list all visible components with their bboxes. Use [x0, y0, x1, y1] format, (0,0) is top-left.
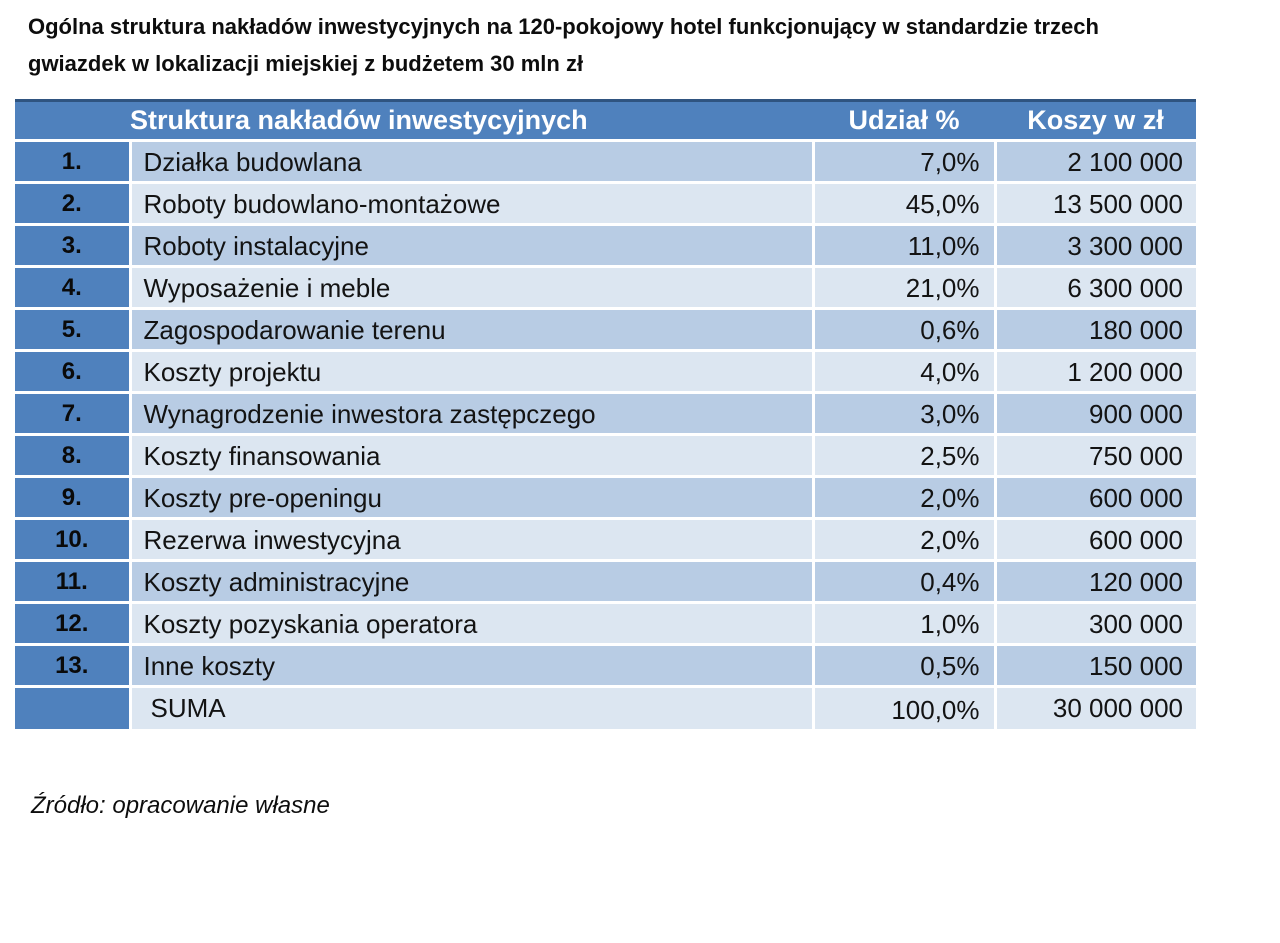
header-cell-structure: Struktura nakładów inwestycyjnych: [130, 99, 813, 141]
row-cost-cell: 2 100 000: [993, 139, 1196, 183]
table-row: 3. Roboty instalacyjne 11,0% 3 300 000: [15, 223, 1196, 267]
row-number-cell: 2.: [15, 181, 130, 225]
page-title: Ogólna struktura nakładów inwestycyjnych…: [28, 8, 1099, 82]
table-header-row: Struktura nakładów inwestycyjnych Udział…: [15, 99, 1196, 141]
page-title-line-2: gwiazdek w lokalizacji miejskiej z budże…: [28, 51, 584, 76]
row-name-cell: Koszty finansowania: [128, 433, 813, 477]
row-name-cell: Wyposażenie i meble: [128, 265, 813, 309]
row-share-cell: 2,0%: [811, 475, 995, 519]
row-name-cell: SUMA: [128, 685, 813, 729]
row-name-cell: Koszty administracyjne: [128, 559, 813, 603]
investment-structure-table: Struktura nakładów inwestycyjnych Udział…: [15, 99, 1196, 729]
row-share-cell: 45,0%: [811, 181, 995, 225]
row-number-cell: 10.: [15, 517, 130, 561]
row-cost-cell: 180 000: [993, 307, 1196, 351]
row-number-cell: 3.: [15, 223, 130, 267]
row-cost-cell: 6 300 000: [993, 265, 1196, 309]
table-row: 9. Koszty pre-openingu 2,0% 600 000: [15, 475, 1196, 519]
row-cost-cell: 1 200 000: [993, 349, 1196, 393]
row-name-cell: Roboty instalacyjne: [128, 223, 813, 267]
header-cell-number: [15, 99, 130, 141]
row-number-cell: 8.: [15, 433, 130, 477]
row-share-cell: 0,5%: [811, 643, 995, 687]
row-cost-cell: 150 000: [993, 643, 1196, 687]
header-cell-share: Udział %: [813, 99, 995, 141]
row-name-cell: Koszty pre-openingu: [128, 475, 813, 519]
row-number-cell: 7.: [15, 391, 130, 435]
row-number-cell: 4.: [15, 265, 130, 309]
table-row: 2. Roboty budowlano-montażowe 45,0% 13 500 …: [15, 181, 1196, 225]
row-number-cell: [15, 685, 130, 729]
row-share-cell: 0,6%: [811, 307, 995, 351]
row-cost-cell: 600 000: [993, 475, 1196, 519]
row-name-cell: Zagospodarowanie terenu: [128, 307, 813, 351]
table-row: 6. Koszty projektu 4,0% 1 200 000: [15, 349, 1196, 393]
row-cost-cell: 900 000: [993, 391, 1196, 435]
table-row: 12. Koszty pozyskania operatora 1,0% 300 00…: [15, 601, 1196, 645]
row-cost-cell: 30 000 000: [993, 685, 1196, 729]
header-cell-cost: Koszy w zł: [995, 99, 1196, 141]
row-number-cell: 5.: [15, 307, 130, 351]
row-cost-cell: 120 000: [993, 559, 1196, 603]
row-number-cell: 6.: [15, 349, 130, 393]
table-body: 1. Działka budowlana 7,0% 2 100 000 2. Roboty…: [15, 139, 1196, 729]
table-row: 13. Inne koszty 0,5% 150 000: [15, 643, 1196, 687]
row-share-cell: 0,4%: [811, 559, 995, 603]
row-share-cell: 2,0%: [811, 517, 995, 561]
row-share-cell: 100,0%: [811, 685, 995, 729]
row-cost-cell: 3 300 000: [993, 223, 1196, 267]
row-share-cell: 1,0%: [811, 601, 995, 645]
table-row: 11. Koszty administracyjne 0,4% 120 000: [15, 559, 1196, 603]
table-row: 7. Wynagrodzenie inwestora zastępczego 3,0…: [15, 391, 1196, 435]
row-number-cell: 13.: [15, 643, 130, 687]
row-cost-cell: 600 000: [993, 517, 1196, 561]
row-number-cell: 11.: [15, 559, 130, 603]
row-share-cell: 21,0%: [811, 265, 995, 309]
row-name-cell: Roboty budowlano-montażowe: [128, 181, 813, 225]
row-share-cell: 3,0%: [811, 391, 995, 435]
row-name-cell: Działka budowlana: [128, 139, 813, 183]
row-cost-cell: 300 000: [993, 601, 1196, 645]
row-cost-cell: 13 500 000: [993, 181, 1196, 225]
row-share-cell: 11,0%: [811, 223, 995, 267]
table-row: 4. Wyposażenie i meble 21,0% 6 300 000: [15, 265, 1196, 309]
row-name-cell: Wynagrodzenie inwestora zastępczego: [128, 391, 813, 435]
row-share-cell: 2,5%: [811, 433, 995, 477]
table-row: 10. Rezerwa inwestycyjna 2,0% 600 000: [15, 517, 1196, 561]
row-name-cell: Inne koszty: [128, 643, 813, 687]
table-sum-row: SUMA 100,0% 30 000 000: [15, 685, 1196, 729]
row-number-cell: 12.: [15, 601, 130, 645]
row-name-cell: Koszty pozyskania operatora: [128, 601, 813, 645]
table-row: 5. Zagospodarowanie terenu 0,6% 180 000: [15, 307, 1196, 351]
page-title-line-1: Ogólna struktura nakładów inwestycyjnych…: [28, 14, 1099, 39]
row-cost-cell: 750 000: [993, 433, 1196, 477]
source-note: Źródło: opracowanie własne: [31, 792, 330, 819]
row-number-cell: 1.: [15, 139, 130, 183]
row-name-cell: Koszty projektu: [128, 349, 813, 393]
row-name-cell: Rezerwa inwestycyjna: [128, 517, 813, 561]
row-share-cell: 4,0%: [811, 349, 995, 393]
row-number-cell: 9.: [15, 475, 130, 519]
table-row: 1. Działka budowlana 7,0% 2 100 000: [15, 139, 1196, 183]
table-row: 8. Koszty finansowania 2,5% 750 000: [15, 433, 1196, 477]
row-share-cell: 7,0%: [811, 139, 995, 183]
